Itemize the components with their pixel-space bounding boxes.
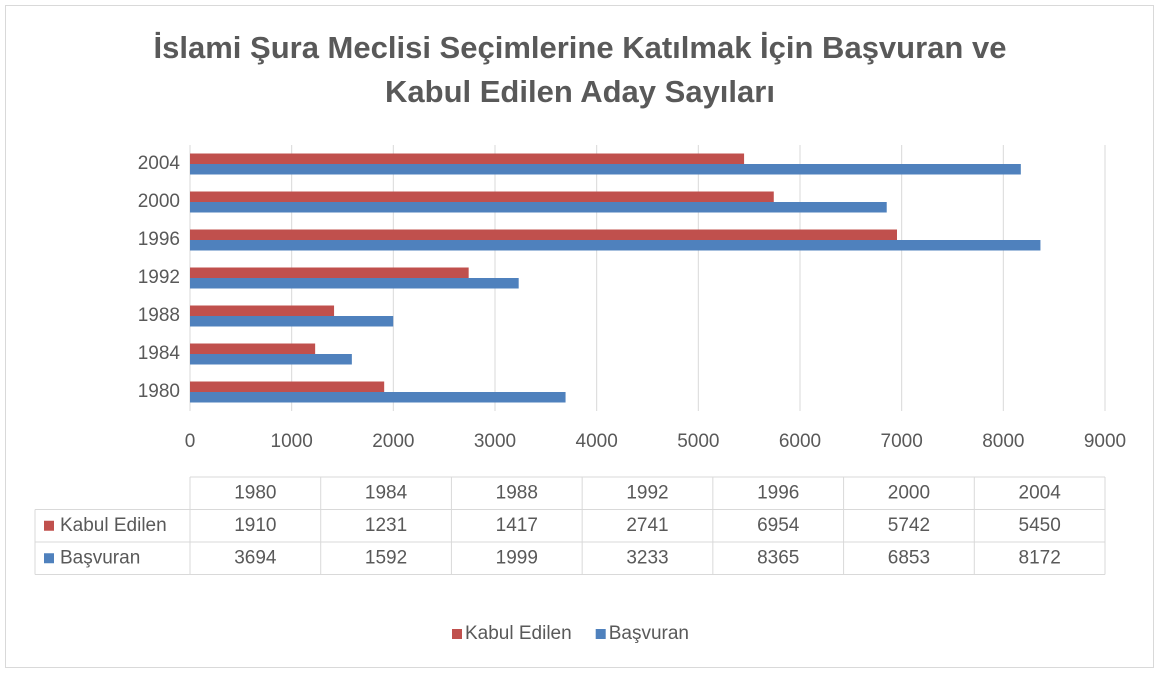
- y-tick-label: 1988: [138, 305, 180, 326]
- table-cell: 2741: [626, 515, 668, 536]
- y-tick-label: 1984: [138, 343, 181, 364]
- table-cell: 1417: [496, 515, 538, 536]
- table-header: 2004: [1019, 482, 1062, 503]
- table-legend-key: [44, 553, 54, 564]
- bar: [190, 381, 385, 392]
- table-header: 1988: [496, 482, 538, 503]
- x-tick-label: 7000: [881, 431, 923, 452]
- table-legend-key: [44, 520, 54, 531]
- bar: [190, 229, 897, 240]
- table-cell: 5742: [888, 515, 930, 536]
- table-header: 1980: [234, 482, 276, 503]
- bar: [190, 202, 887, 213]
- table-cell: 1999: [496, 547, 538, 568]
- y-tick-label: 1996: [138, 229, 180, 250]
- bar: [190, 316, 394, 327]
- table-cell: 6954: [757, 515, 800, 536]
- legend-label: Başvuran: [609, 623, 689, 644]
- x-tick-label: 6000: [779, 431, 821, 452]
- table-header: 1984: [365, 482, 408, 503]
- x-tick-label: 2000: [372, 431, 414, 452]
- table-cell: 1592: [365, 547, 407, 568]
- x-tick-label: 9000: [1084, 431, 1126, 452]
- legend-label: Kabul Edilen: [465, 623, 572, 644]
- bar: [190, 153, 745, 164]
- table-row-label: Kabul Edilen: [60, 515, 167, 536]
- bar: [190, 191, 774, 202]
- bar: [190, 267, 469, 278]
- bar: [190, 278, 519, 289]
- bar: [190, 305, 335, 316]
- table-header: 1992: [626, 482, 668, 503]
- y-tick-label: 1992: [138, 267, 180, 288]
- table-cell: 1231: [365, 515, 407, 536]
- table-cell: 8365: [757, 547, 799, 568]
- bar: [190, 392, 566, 403]
- table-cell: 3233: [626, 547, 668, 568]
- bar: [190, 354, 352, 365]
- bar: [190, 164, 1021, 175]
- y-tick-label: 1980: [138, 381, 180, 402]
- bar: [190, 343, 316, 354]
- table-cell: 3694: [234, 547, 277, 568]
- chart-title: İslami Şura Meclisi Seçimlerine Katılmak…: [153, 30, 1007, 109]
- x-tick-label: 1000: [271, 431, 313, 452]
- table-row-label: Başvuran: [60, 547, 140, 568]
- y-tick-label: 2004: [138, 153, 181, 174]
- table-cell: 1910: [234, 515, 276, 536]
- x-tick-label: 8000: [982, 431, 1024, 452]
- legend-key: [452, 629, 462, 639]
- bar: [190, 240, 1041, 251]
- x-tick-label: 5000: [677, 431, 719, 452]
- table-cell: 6853: [888, 547, 930, 568]
- table-header: 2000: [888, 482, 930, 503]
- table-header: 1996: [757, 482, 799, 503]
- legend-key: [595, 629, 606, 639]
- x-tick-label: 4000: [576, 431, 618, 452]
- x-tick-label: 3000: [474, 431, 516, 452]
- table-cell: 8172: [1019, 547, 1061, 568]
- y-tick-label: 2000: [138, 191, 180, 212]
- x-tick-label: 0: [185, 431, 196, 452]
- table-cell: 5450: [1019, 515, 1061, 536]
- chart-border: [5, 5, 1154, 668]
